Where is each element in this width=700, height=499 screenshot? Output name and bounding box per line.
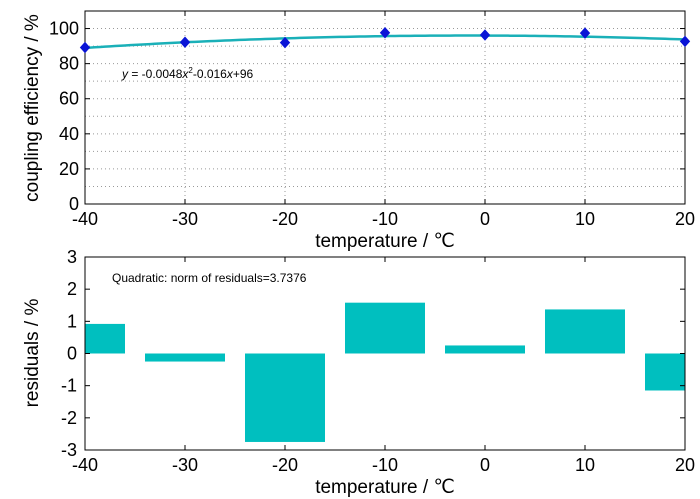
- eq-exponent: 2: [188, 66, 193, 75]
- eq-y-var: y: [121, 67, 129, 81]
- fit-panel: -40 -30 -20 -10 0 10 20 0 20 40 60 80 100 y = -0.00…: [22, 10, 695, 252]
- eq-part-1: = -0.0048: [128, 67, 183, 81]
- y-tick-label: 100: [49, 19, 79, 39]
- y-tick-label: -2: [61, 408, 77, 428]
- residual-bar: [645, 353, 685, 391]
- residual-bar: [85, 323, 125, 354]
- residuals-panel-ticks: [84, 256, 686, 451]
- y-tick-label: 3: [67, 247, 77, 267]
- residuals-x-axis-label: temperature / ℃: [315, 477, 455, 498]
- fit-y-axis-label: coupling efficiency / %: [22, 14, 43, 202]
- x-tick-label: 0: [480, 455, 490, 475]
- data-point: [579, 27, 591, 39]
- y-tick-label: 60: [59, 89, 79, 109]
- fit-x-axis-label: temperature / ℃: [315, 231, 455, 252]
- x-tick-label: -10: [372, 455, 398, 475]
- x-tick-label: 10: [575, 209, 595, 229]
- data-points-group: [79, 27, 691, 54]
- x-tick-label: -20: [272, 455, 298, 475]
- x-tick-label: -30: [172, 455, 198, 475]
- residual-bar: [345, 302, 425, 354]
- data-point: [479, 29, 491, 41]
- fit-panel-x-tick-labels: -40 -30 -20 -10 0 10 20: [72, 209, 695, 229]
- residuals-y-axis-label: residuals / %: [22, 299, 43, 408]
- residual-bar: [145, 353, 225, 362]
- eq-x-var-2: x: [226, 67, 234, 81]
- eq-part-2: -0.016: [193, 67, 227, 81]
- fit-equation: y = -0.0048x2-0.016x+96: [121, 66, 254, 81]
- y-tick-label: 1: [67, 311, 77, 331]
- y-tick-label: 0: [67, 344, 77, 364]
- y-tick-label: 80: [59, 54, 79, 74]
- residuals-x-tick-labels: -40 -30 -20 -10 0 10 20: [72, 455, 695, 475]
- data-point: [679, 35, 691, 48]
- eq-x-var-1: x: [181, 67, 189, 81]
- data-point: [379, 27, 391, 39]
- y-tick-label: 20: [59, 159, 79, 179]
- residual-bar: [545, 309, 625, 354]
- y-tick-label: 0: [69, 194, 79, 214]
- x-tick-label: -20: [272, 209, 298, 229]
- data-point: [179, 36, 191, 48]
- data-point: [79, 41, 91, 54]
- x-tick-label: -40: [72, 209, 98, 229]
- x-tick-label: 0: [480, 209, 490, 229]
- residual-bar: [445, 345, 525, 354]
- x-tick-label: 20: [675, 455, 695, 475]
- x-tick-label: -30: [172, 209, 198, 229]
- eq-part-3: +96: [233, 67, 254, 81]
- y-tick-label: 2: [67, 279, 77, 299]
- residuals-y-tick-labels: -3 -2 -1 0 1 2 3: [61, 247, 77, 460]
- x-tick-label: 20: [675, 209, 695, 229]
- fit-panel-grid: [85, 11, 685, 204]
- x-tick-label: -40: [72, 455, 98, 475]
- y-tick-label: 40: [59, 124, 79, 144]
- x-tick-label: 10: [575, 455, 595, 475]
- residual-bars-group: [85, 302, 685, 442]
- x-tick-label: -10: [372, 209, 398, 229]
- data-point: [279, 36, 291, 49]
- y-tick-label: -3: [61, 440, 77, 460]
- fit-panel-y-tick-labels: 0 20 40 60 80 100: [49, 19, 79, 214]
- residuals-annotation: Quadratic: norm of residuals=3.7376: [112, 271, 307, 285]
- fit-panel-ticks: [84, 11, 686, 205]
- y-tick-label: -1: [61, 376, 77, 396]
- residual-bar: [245, 353, 325, 442]
